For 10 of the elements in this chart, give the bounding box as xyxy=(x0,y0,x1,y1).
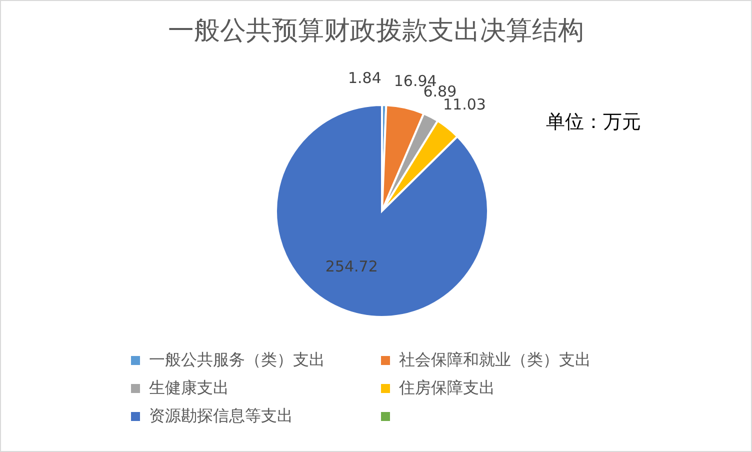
legend-label: 住房保障支出 xyxy=(399,378,495,398)
legend-label: 生健康支出 xyxy=(149,378,229,398)
data-label: 254.72 xyxy=(325,258,378,276)
chart-title: 一般公共预算财政拨款支出决算结构 xyxy=(167,15,585,48)
data-label: 11.03 xyxy=(442,96,486,114)
text: 单位：万元 xyxy=(546,110,641,135)
data-label: 1.84 xyxy=(348,69,382,88)
legend-label: 社会保障和就业（类）支出 xyxy=(399,350,591,370)
legend-label: 资源勘探信息等支出 xyxy=(149,406,293,426)
legend-label: 一般公共服务（类）支出 xyxy=(149,350,325,370)
